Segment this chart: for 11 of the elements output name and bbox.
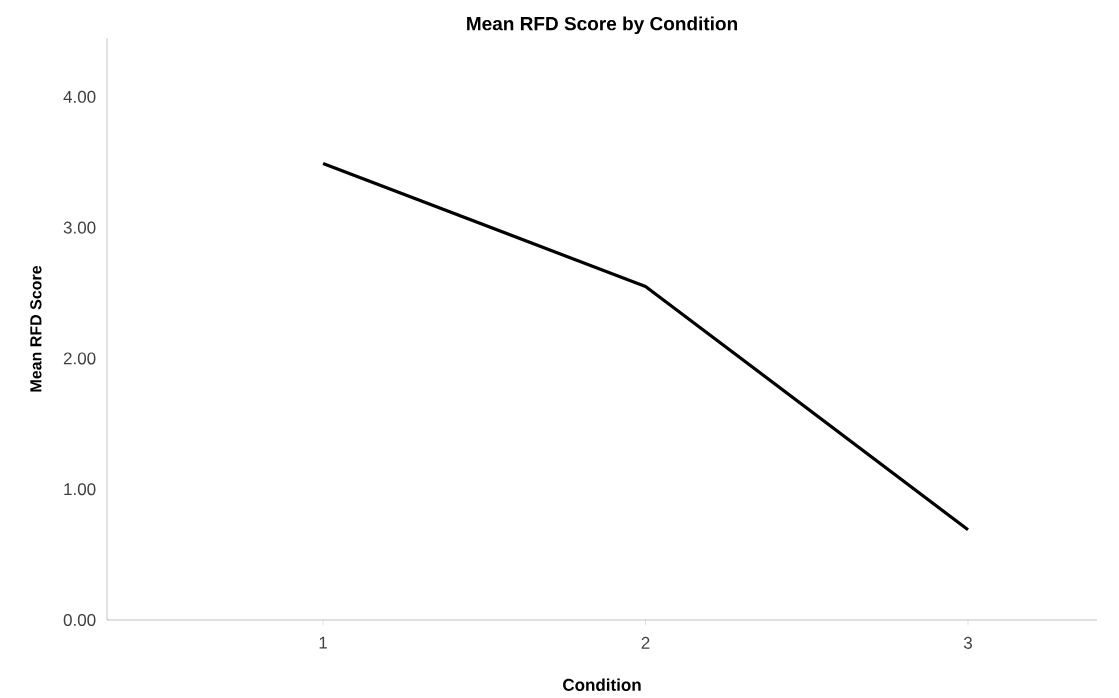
- x-axis-title: Condition: [563, 678, 641, 691]
- y-axis-title: Mean RFD Score: [30, 265, 42, 392]
- x-tick-label: 3: [963, 636, 972, 649]
- y-tick-label: 1.00: [64, 483, 96, 496]
- x-tick-label: 2: [641, 636, 650, 649]
- y-tick-label: 3.00: [63, 221, 96, 234]
- y-tick-label: 4.00: [63, 90, 96, 103]
- x-tick-label: 1: [319, 636, 327, 649]
- y-tick-label: 2.00: [63, 352, 96, 365]
- y-tick-label: 0.00: [63, 613, 96, 627]
- chart-title: Mean RFD Score by Condition: [467, 16, 737, 35]
